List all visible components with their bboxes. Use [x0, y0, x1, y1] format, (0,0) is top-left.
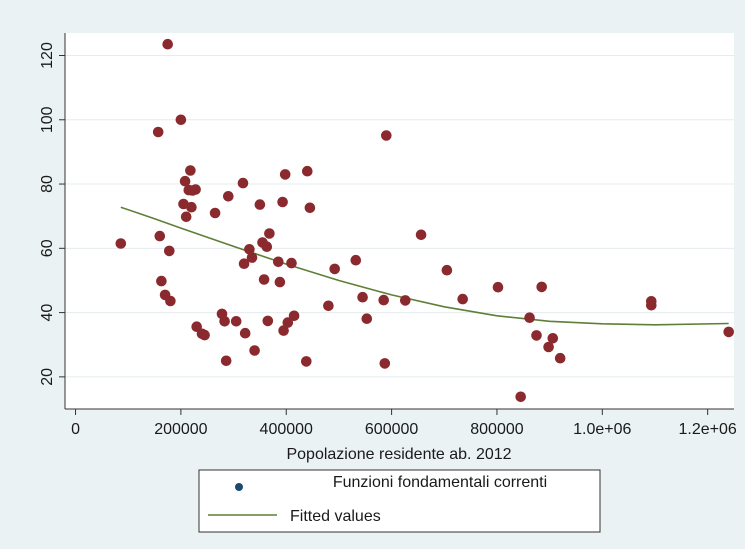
fit-line: [120, 206, 729, 326]
data-point: [249, 345, 260, 356]
data-point: [258, 274, 270, 285]
data-point: [323, 300, 334, 312]
y-axis: 20 40 60 80 100 120: [39, 33, 66, 409]
data-point: [219, 316, 230, 327]
legend-marker-scatter: [235, 483, 243, 491]
fit-line-layer: [120, 206, 729, 326]
data-point: [246, 252, 258, 263]
data-point: [261, 241, 273, 252]
data-point: [646, 299, 657, 311]
y-tick-label: 60: [39, 239, 56, 257]
data-point: [536, 281, 547, 293]
data-point: [273, 256, 284, 268]
data-point: [492, 281, 504, 293]
data-point: [115, 238, 127, 249]
data-point: [304, 202, 316, 214]
data-point: [175, 114, 187, 126]
data-point: [220, 355, 232, 367]
data-point: [237, 177, 249, 189]
y-tick-label: 120: [39, 42, 56, 69]
y-tick-label: 20: [39, 368, 56, 386]
data-point: [381, 130, 392, 141]
x-tick-label: 400000: [260, 421, 313, 438]
x-tick-label: 200000: [154, 421, 207, 438]
data-point: [400, 295, 411, 306]
data-point: [301, 356, 312, 367]
data-point: [264, 228, 275, 239]
data-point: [531, 330, 542, 341]
data-point: [302, 165, 313, 177]
data-point: [164, 245, 175, 257]
y-tick-label: 40: [39, 304, 56, 322]
data-point: [288, 310, 300, 322]
x-tick-label: 600000: [365, 421, 418, 438]
data-point: [223, 191, 234, 202]
data-point: [379, 358, 391, 369]
data-point: [244, 244, 255, 255]
x-axis-label: Popolazione residente ab. 2012: [286, 446, 511, 463]
data-point: [350, 254, 362, 266]
data-point: [199, 329, 210, 341]
data-point: [524, 312, 535, 324]
points-layer: [115, 38, 734, 403]
data-point: [186, 201, 197, 213]
data-point: [279, 169, 291, 180]
data-point: [723, 326, 734, 338]
data-point: [286, 257, 297, 269]
data-point: [230, 316, 242, 327]
data-point: [239, 327, 251, 339]
x-tick-label: 800000: [470, 421, 523, 438]
data-point: [209, 207, 221, 219]
x-tick-label: 0: [71, 421, 80, 438]
x-tick-label: 1.0e+06: [573, 421, 631, 438]
data-point: [415, 229, 427, 241]
data-point: [152, 126, 164, 138]
data-point: [554, 352, 566, 364]
data-point: [361, 313, 373, 325]
data-point: [543, 341, 554, 353]
data-point: [515, 391, 526, 403]
gridlines: [65, 54, 734, 378]
data-point: [277, 196, 288, 208]
legend-label-fitted: Fitted values: [290, 508, 381, 525]
data-point: [162, 38, 173, 50]
data-point: [457, 293, 469, 305]
data-point: [547, 333, 559, 344]
data-point: [282, 317, 294, 328]
data-point: [165, 295, 176, 307]
data-point: [378, 294, 390, 306]
x-axis: 0 200000 400000 600000 800000 1.0e+06 1.2e+06: [65, 408, 737, 438]
data-point: [185, 165, 196, 176]
plot-area: [65, 33, 734, 409]
data-point: [156, 275, 167, 287]
data-point: [262, 315, 274, 327]
data-point: [329, 263, 341, 275]
data-point: [154, 230, 166, 242]
legend: Funzioni fondamentali correnti Fitted va…: [198, 469, 601, 533]
data-point: [441, 264, 453, 276]
data-point: [190, 184, 201, 195]
y-tick-label: 100: [39, 106, 56, 133]
legend-label-scatter: Funzioni fondamentali correnti: [333, 474, 547, 491]
data-point: [278, 325, 289, 336]
x-tick-label: 1.2e+06: [679, 421, 737, 438]
data-point: [238, 258, 250, 270]
data-point: [179, 175, 191, 187]
data-point: [180, 211, 192, 223]
data-point: [357, 291, 368, 303]
legend-box: [198, 469, 601, 533]
y-tick-label: 80: [39, 175, 56, 193]
data-point: [254, 199, 266, 210]
data-point: [274, 276, 286, 288]
